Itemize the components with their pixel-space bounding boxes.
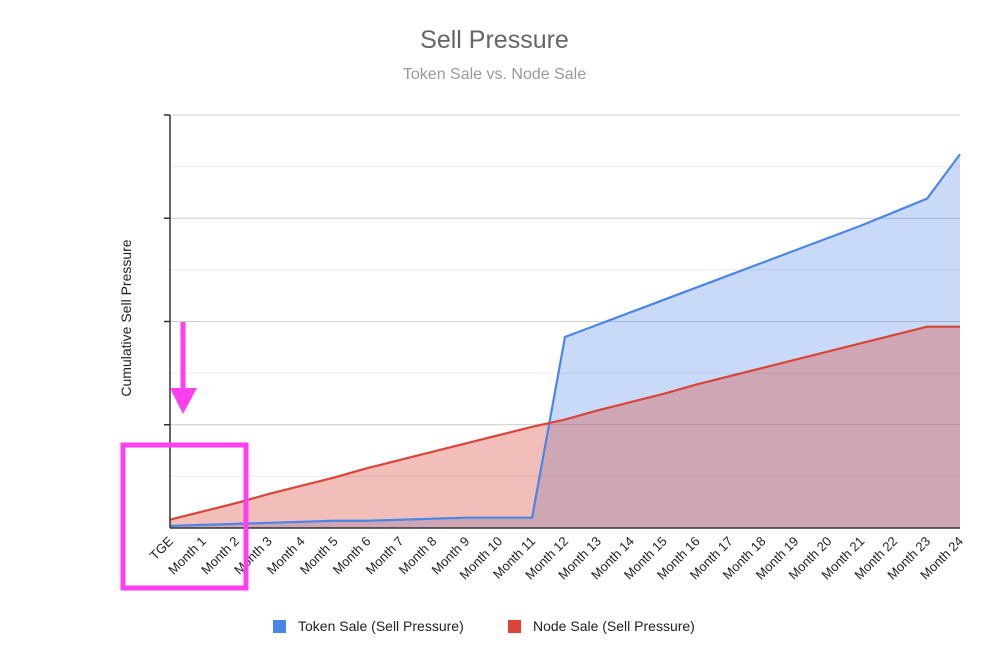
annotation-arrow-head — [170, 388, 197, 414]
legend-swatch-node-sale — [508, 619, 521, 633]
annotation-highlight-box — [120, 442, 249, 591]
chart-title: Sell Pressure — [420, 26, 569, 54]
legend-swatch-token-sale — [273, 619, 286, 633]
legend: Token Sale (Sell Pressure) Node Sale (Se… — [0, 618, 989, 638]
x-tick-label: TGE — [147, 533, 177, 563]
line-token-sale — [169, 153, 961, 528]
legend-label-token-sale: Token Sale (Sell Pressure) — [298, 618, 464, 634]
line-node-sale — [169, 325, 960, 521]
area-node-sale — [170, 326, 960, 528]
legend-label-node-sale: Node Sale (Sell Pressure) — [533, 618, 695, 634]
legend-item-token-sale[interactable]: Token Sale (Sell Pressure) — [273, 618, 464, 634]
legend-item-node-sale[interactable]: Node Sale (Sell Pressure) — [508, 618, 695, 634]
chart-subtitle: Token Sale vs. Node Sale — [402, 66, 587, 83]
